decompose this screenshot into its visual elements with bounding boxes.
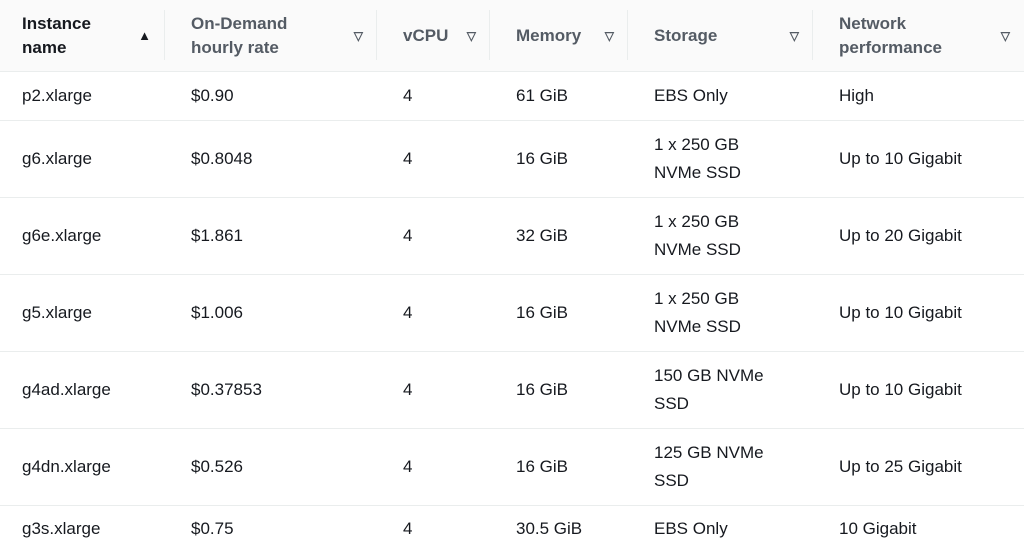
sort-ascending-icon[interactable]: ▲	[138, 24, 151, 48]
cell-instance-name: g5.xlarge	[0, 275, 165, 352]
storage-line: NVMe SSD	[654, 240, 741, 259]
sort-descending-outline-icon[interactable]: ▽	[467, 24, 476, 48]
cell-hourly-rate: $0.75	[165, 506, 377, 551]
cell-storage: EBS Only	[628, 72, 813, 121]
cell-storage: 150 GB NVMe SSD	[628, 352, 813, 429]
cell-instance-name: g4dn.xlarge	[0, 429, 165, 506]
cell-storage: 1 x 250 GB NVMe SSD	[628, 121, 813, 198]
cell-network-performance: High	[813, 72, 1024, 121]
sort-descending-outline-icon[interactable]: ▽	[1001, 24, 1010, 48]
storage-line: NVMe SSD	[654, 317, 741, 336]
column-header-label: Storage	[654, 24, 717, 48]
sort-descending-outline-icon[interactable]: ▽	[790, 24, 799, 48]
cell-network-performance: 10 Gigabit	[813, 506, 1024, 551]
header-label-line: Network	[839, 14, 906, 33]
cell-memory: 61 GiB	[490, 72, 628, 121]
header-label-line: Memory	[516, 26, 581, 45]
header-label-line: performance	[839, 38, 942, 57]
cell-memory: 16 GiB	[490, 429, 628, 506]
header-label-line: Storage	[654, 26, 717, 45]
cell-hourly-rate: $0.37853	[165, 352, 377, 429]
cell-vcpu: 4	[377, 198, 490, 275]
column-header-memory[interactable]: Memory ▽	[490, 0, 628, 72]
cell-memory: 32 GiB	[490, 198, 628, 275]
cell-hourly-rate: $1.006	[165, 275, 377, 352]
column-header-label: Instance name	[22, 12, 91, 60]
cell-network-performance: Up to 10 Gigabit	[813, 275, 1024, 352]
storage-line: 1 x 250 GB	[654, 135, 739, 154]
cell-memory: 16 GiB	[490, 121, 628, 198]
header-label-line: On-Demand	[191, 14, 287, 33]
storage-line: NVMe SSD	[654, 163, 741, 182]
cell-instance-name: g3s.xlarge	[0, 506, 165, 551]
sort-descending-outline-icon[interactable]: ▽	[354, 24, 363, 48]
cell-storage: 1 x 250 GB NVMe SSD	[628, 198, 813, 275]
cell-hourly-rate: $0.526	[165, 429, 377, 506]
storage-line: 1 x 250 GB	[654, 212, 739, 231]
cell-instance-name: g4ad.xlarge	[0, 352, 165, 429]
storage-line: EBS Only	[654, 519, 728, 538]
cell-memory: 16 GiB	[490, 275, 628, 352]
column-header-label: Memory	[516, 24, 581, 48]
cell-network-performance: Up to 25 Gigabit	[813, 429, 1024, 506]
cell-vcpu: 4	[377, 429, 490, 506]
storage-line: SSD	[654, 394, 689, 413]
cell-instance-name: g6e.xlarge	[0, 198, 165, 275]
column-header-label: On-Demand hourly rate	[191, 12, 287, 60]
cell-hourly-rate: $1.861	[165, 198, 377, 275]
cell-storage: 125 GB NVMe SSD	[628, 429, 813, 506]
cell-network-performance: Up to 10 Gigabit	[813, 352, 1024, 429]
header-label-line: Instance	[22, 14, 91, 33]
column-header-label: Network performance	[839, 12, 942, 60]
cell-instance-name: p2.xlarge	[0, 72, 165, 121]
cell-storage: 1 x 250 GB NVMe SSD	[628, 275, 813, 352]
column-header-instance-name[interactable]: Instance name ▲	[0, 0, 165, 72]
cell-storage: EBS Only	[628, 506, 813, 551]
cell-vcpu: 4	[377, 275, 490, 352]
cell-vcpu: 4	[377, 506, 490, 551]
column-header-hourly-rate[interactable]: On-Demand hourly rate ▽	[165, 0, 377, 72]
storage-line: SSD	[654, 471, 689, 490]
cell-vcpu: 4	[377, 352, 490, 429]
header-label-line: vCPU	[403, 26, 448, 45]
column-header-label: vCPU	[403, 24, 448, 48]
storage-line: EBS Only	[654, 86, 728, 105]
header-label-line: hourly rate	[191, 38, 279, 57]
cell-network-performance: Up to 20 Gigabit	[813, 198, 1024, 275]
cell-vcpu: 4	[377, 72, 490, 121]
cell-instance-name: g6.xlarge	[0, 121, 165, 198]
column-header-storage[interactable]: Storage ▽	[628, 0, 813, 72]
storage-line: 150 GB NVMe	[654, 366, 764, 385]
column-header-vcpu[interactable]: vCPU ▽	[377, 0, 490, 72]
header-label-line: name	[22, 38, 66, 57]
cell-hourly-rate: $0.8048	[165, 121, 377, 198]
sort-descending-outline-icon[interactable]: ▽	[605, 24, 614, 48]
cell-memory: 16 GiB	[490, 352, 628, 429]
storage-line: 125 GB NVMe	[654, 443, 764, 462]
cell-hourly-rate: $0.90	[165, 72, 377, 121]
cell-memory: 30.5 GiB	[490, 506, 628, 551]
cell-network-performance: Up to 10 Gigabit	[813, 121, 1024, 198]
column-header-network-performance[interactable]: Network performance ▽	[813, 0, 1024, 72]
cell-vcpu: 4	[377, 121, 490, 198]
storage-line: 1 x 250 GB	[654, 289, 739, 308]
